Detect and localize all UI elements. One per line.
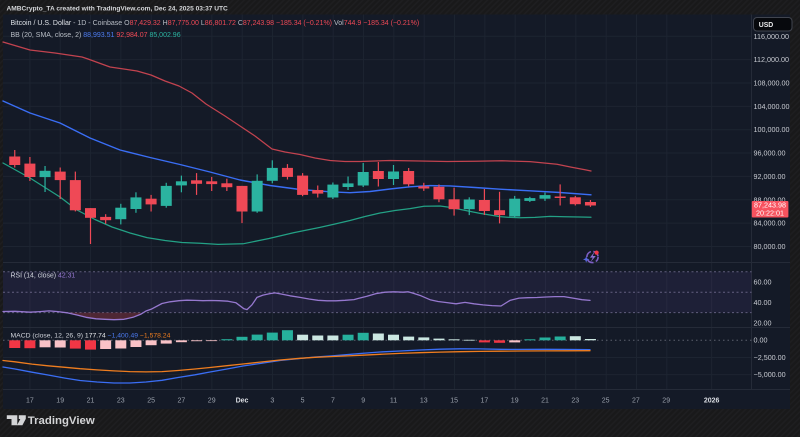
svg-text:RSI (14, close) 42.31: RSI (14, close) 42.31 [11,273,76,280]
svg-text:19: 19 [56,398,64,405]
svg-text:100,000.00: 100,000.00 [754,125,790,134]
svg-text:29: 29 [208,398,216,405]
svg-text:13: 13 [420,398,428,405]
svg-text:5: 5 [301,398,305,405]
svg-text:104,000.00: 104,000.00 [754,102,790,111]
svg-text:40.00: 40.00 [754,298,772,307]
svg-text:92,000.00: 92,000.00 [754,172,786,181]
svg-text:27: 27 [178,398,186,405]
svg-text:116,000.00: 116,000.00 [754,32,789,41]
svg-text:USD: USD [759,22,774,29]
svg-text:87,243.98: 87,243.98 [754,201,786,210]
svg-text:80,000.00: 80,000.00 [754,242,786,251]
svg-text:88,000.00: 88,000.00 [754,195,786,204]
svg-text:29: 29 [662,398,670,405]
svg-text:84,000.00: 84,000.00 [754,219,786,228]
svg-text:0.00: 0.00 [754,336,768,345]
svg-text:Dec: Dec [236,398,249,405]
svg-text:7: 7 [331,398,335,405]
svg-text:TradingView: TradingView [28,415,95,427]
svg-text:19: 19 [511,398,519,405]
svg-text:96,000.00: 96,000.00 [754,149,786,158]
svg-text:25: 25 [147,398,155,405]
svg-text:112,000.00: 112,000.00 [754,55,789,64]
svg-text:21: 21 [541,398,549,405]
svg-text:15: 15 [450,398,458,405]
svg-text:23: 23 [117,398,125,405]
svg-text:25: 25 [602,398,610,405]
svg-text:108,000.00: 108,000.00 [754,79,790,88]
svg-text:−5,000.00: −5,000.00 [754,370,786,379]
svg-text:BB (20, SMA, close, 2) 88,993: BB (20, SMA, close, 2) 88,993.51 92,984.… [11,32,181,39]
svg-text:23: 23 [571,398,579,405]
svg-text:60.00: 60.00 [754,278,772,287]
svg-text:21: 21 [87,398,95,405]
svg-text:−2,500.00: −2,500.00 [754,353,786,362]
svg-text:2026: 2026 [704,398,720,405]
svg-text:20.00: 20.00 [754,319,772,328]
svg-text:11: 11 [390,398,397,405]
svg-text:MACD (close, 12, 26, 9) 177.74: MACD (close, 12, 26, 9) 177.74 −1,400.49… [11,332,171,339]
svg-text:20:22:01: 20:22:01 [756,208,784,217]
svg-text:Bitcoin / U.S. Dollar - 1D - C: Bitcoin / U.S. Dollar - 1D - Coinbase O8… [11,20,420,27]
svg-text:17: 17 [26,398,34,405]
svg-text:17: 17 [481,398,489,405]
svg-text:27: 27 [632,398,640,405]
svg-text:AMBCrypto_TA created with Trad: AMBCrypto_TA created with TradingView.co… [7,5,229,12]
svg-text:3: 3 [270,398,274,405]
svg-text:9: 9 [361,398,365,405]
